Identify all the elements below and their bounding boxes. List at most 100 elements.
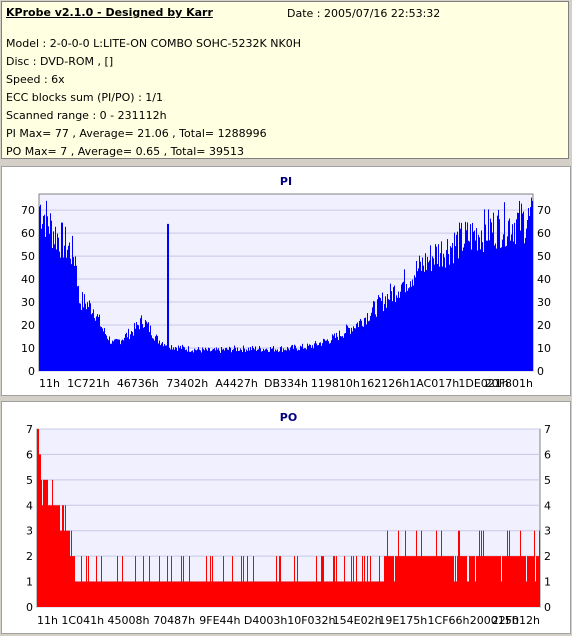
bar	[227, 349, 228, 371]
bar	[433, 258, 434, 371]
bar	[139, 329, 140, 371]
bar	[153, 338, 154, 371]
bar	[512, 556, 513, 607]
bar	[280, 556, 281, 607]
bar	[332, 581, 333, 607]
bar	[375, 581, 376, 607]
bar	[121, 340, 122, 371]
bar	[317, 345, 318, 371]
bar	[274, 351, 275, 371]
bar	[509, 530, 510, 607]
bar	[196, 581, 197, 607]
bar	[199, 581, 200, 607]
bar	[464, 556, 465, 607]
bar	[165, 345, 166, 371]
bar	[413, 556, 414, 607]
bar	[380, 298, 381, 371]
bar	[404, 269, 405, 371]
y-tick-label-right: 7	[544, 423, 551, 436]
y-tick-label-left: 5	[26, 474, 33, 487]
bar	[539, 530, 540, 607]
bar	[467, 581, 468, 607]
bar	[37, 429, 38, 607]
bar	[318, 345, 319, 371]
bar	[41, 228, 42, 371]
bar	[491, 222, 492, 371]
bar	[502, 239, 503, 371]
bar	[229, 581, 230, 607]
bar	[262, 351, 263, 371]
bar	[106, 581, 107, 607]
x-tick-label: 45008h	[107, 614, 149, 627]
bar	[108, 340, 109, 371]
bar	[477, 556, 478, 607]
bar	[167, 556, 168, 607]
x-tick-label: 200015h	[470, 614, 519, 627]
bar	[442, 266, 443, 371]
bar	[98, 317, 99, 371]
bar	[133, 335, 134, 371]
bar	[92, 581, 93, 607]
bar	[194, 348, 195, 371]
bar	[48, 505, 49, 607]
bar	[257, 349, 258, 371]
bar	[147, 323, 148, 371]
bar	[307, 581, 308, 607]
bar	[527, 556, 528, 607]
bar	[517, 556, 518, 607]
bar	[478, 234, 479, 371]
bar	[337, 581, 338, 607]
bar	[438, 556, 439, 607]
bar	[470, 224, 471, 371]
bar	[228, 349, 229, 371]
bar	[368, 581, 369, 607]
bar	[412, 279, 413, 371]
bar	[45, 236, 46, 371]
bar	[440, 253, 441, 371]
bar	[288, 581, 289, 607]
bar	[231, 581, 232, 607]
y-tick-label-left: 30	[21, 296, 35, 309]
bar	[374, 581, 375, 607]
bar	[58, 505, 59, 607]
bar	[390, 556, 391, 607]
x-tick-label: 1C041h	[61, 614, 104, 627]
pi-chart: PI 0 0 10 10 20 20 30 30 40 40 50 50 60 60 70 70 11h 1C721…	[21, 175, 551, 390]
bar	[125, 581, 126, 607]
bar	[171, 345, 172, 371]
bar	[88, 556, 89, 607]
bar	[507, 530, 508, 607]
bar	[424, 271, 425, 371]
bar	[462, 250, 463, 371]
bar	[60, 257, 61, 371]
bar	[479, 530, 480, 607]
po-chart: PO 0 0 1 1 2 2 3 3 4 4 5 5 6 6 7 7 11h 1C041h 45008h 70487h 9…	[26, 411, 551, 627]
bar	[422, 257, 423, 371]
bar	[514, 556, 515, 607]
bar	[528, 556, 529, 607]
bar	[259, 345, 260, 371]
bar	[54, 244, 55, 371]
bar	[252, 581, 253, 607]
bar	[127, 581, 128, 607]
bar	[142, 324, 143, 371]
bar	[385, 556, 386, 607]
bar	[387, 530, 388, 607]
bar	[524, 243, 525, 371]
bar	[78, 581, 79, 607]
bar	[462, 556, 463, 607]
bar	[523, 211, 524, 371]
bar	[198, 581, 199, 607]
bar	[87, 581, 88, 607]
bar	[314, 581, 315, 607]
bar	[309, 344, 310, 371]
bar	[363, 581, 364, 607]
bar	[277, 581, 278, 607]
bar	[220, 352, 221, 371]
bar	[451, 247, 452, 371]
bar	[471, 249, 472, 371]
bar	[499, 219, 500, 371]
y-tick-label-right: 70	[537, 204, 551, 217]
bar	[485, 556, 486, 607]
bar	[233, 349, 234, 371]
